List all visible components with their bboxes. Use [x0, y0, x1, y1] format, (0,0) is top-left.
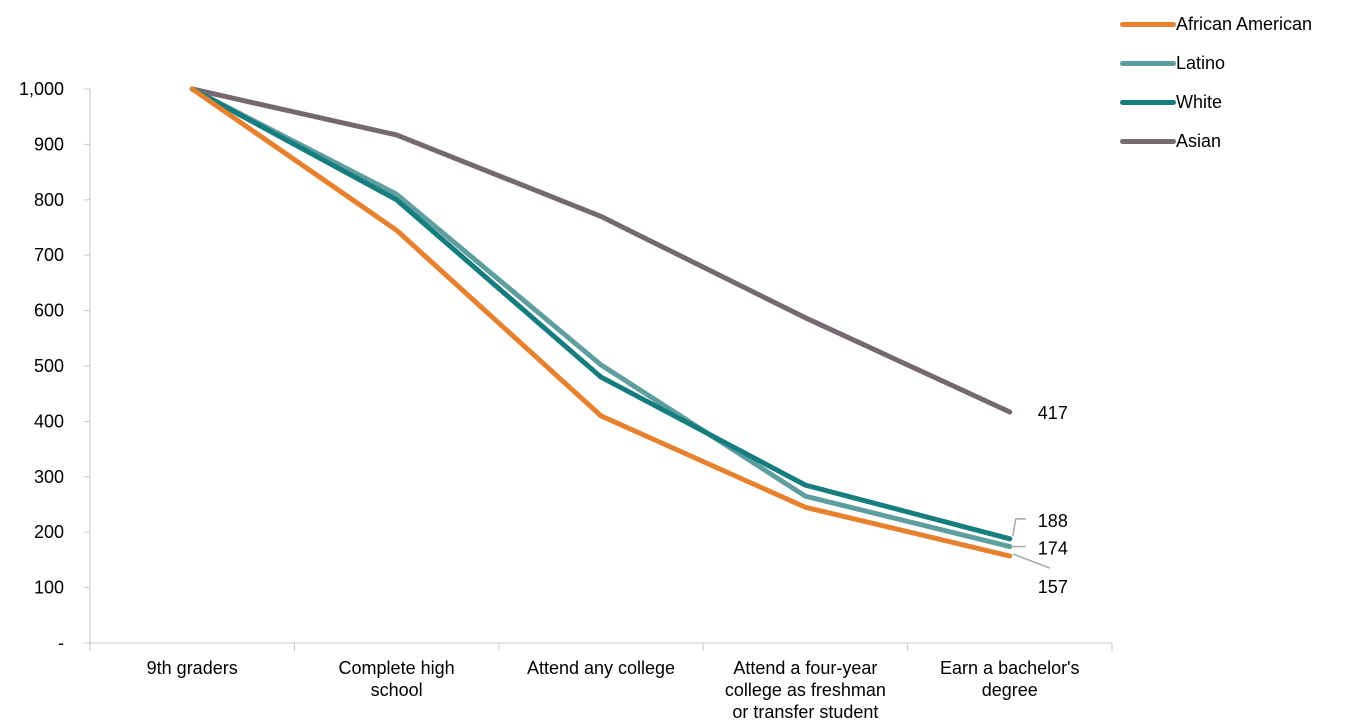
x-tick-label: Attend a four-year college as freshman or …	[725, 658, 886, 722]
data-label: 188	[1038, 511, 1068, 531]
y-tick-label: 500	[34, 356, 64, 376]
legend-label: Asian	[1176, 131, 1222, 151]
y-tick-label: 700	[34, 245, 64, 265]
y-tick-label: -	[58, 633, 64, 653]
y-tick-label: 600	[34, 301, 64, 321]
data-label-leader	[1012, 518, 1026, 536]
legend-swatch	[1120, 100, 1176, 105]
legend-label: White	[1176, 92, 1223, 112]
x-tick-label: Attend any college	[527, 658, 675, 678]
data-label: 417	[1038, 403, 1068, 423]
data-label: 157	[1038, 577, 1068, 597]
series-lines	[189, 86, 1013, 559]
legend-label: Latino	[1176, 53, 1226, 73]
y-tick-label: 300	[34, 467, 64, 487]
x-tick-label: Earn a bachelor's degree	[940, 658, 1080, 700]
series-line-african-american	[189, 86, 1013, 559]
legend-label: African American	[1176, 14, 1313, 34]
y-tick-label: 400	[34, 411, 64, 431]
chart-legend: African American Latino White Asian	[1120, 5, 1340, 161]
data-label: 174	[1038, 539, 1068, 559]
y-tick-label: 1,000	[19, 79, 64, 99]
y-tick-label: 200	[34, 522, 64, 542]
legend-swatch	[1120, 139, 1176, 144]
x-tick-label: 9th graders	[147, 658, 238, 678]
x-tick-label: Complete high school	[339, 658, 455, 700]
y-tick-label: 900	[34, 134, 64, 154]
x-axis: 9th graders Complete high school Attend any…	[89, 642, 1113, 722]
series-line-white	[189, 86, 1013, 542]
legend-swatch	[1120, 22, 1176, 27]
legend-item: Asian	[1120, 122, 1340, 161]
legend-item: Latino	[1120, 44, 1340, 83]
legend-item: White	[1120, 83, 1340, 122]
legend-swatch	[1120, 61, 1176, 66]
y-tick-label: 100	[34, 578, 64, 598]
series-line-asian	[189, 86, 1013, 415]
data-labels: 157 174 188 417	[1012, 403, 1068, 597]
y-tick-label: 800	[34, 190, 64, 210]
y-axis: - 100 200 300 400 500 600 700 800 900 1,000	[19, 79, 91, 653]
data-label-leader	[1012, 553, 1051, 569]
series-line-latino	[189, 86, 1013, 550]
legend-item: African American	[1120, 5, 1340, 44]
